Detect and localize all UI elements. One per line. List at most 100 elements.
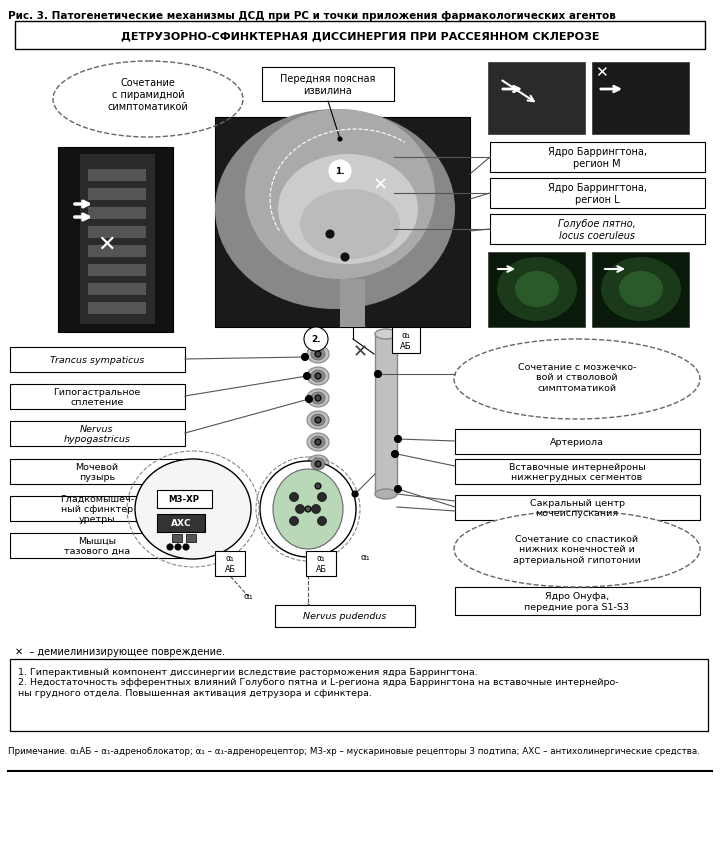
Text: АХС: АХС xyxy=(171,519,192,528)
Circle shape xyxy=(318,517,326,526)
Ellipse shape xyxy=(311,414,325,426)
Ellipse shape xyxy=(307,478,329,495)
Text: 1. Гиперактивный компонент диссинергии вследствие расторможения ядра Баррингтона: 1. Гиперактивный компонент диссинергии в… xyxy=(18,668,618,697)
FancyBboxPatch shape xyxy=(375,334,397,495)
Text: Ядро Баррингтона,
регион L: Ядро Баррингтона, регион L xyxy=(547,183,647,204)
Text: Сочетание с мозжечко-
вой и стволовой
симптоматикой: Сочетание с мозжечко- вой и стволовой си… xyxy=(518,363,636,392)
FancyBboxPatch shape xyxy=(488,63,585,135)
Ellipse shape xyxy=(307,412,329,430)
FancyBboxPatch shape xyxy=(592,63,689,135)
FancyBboxPatch shape xyxy=(88,303,146,315)
Ellipse shape xyxy=(307,368,329,386)
FancyBboxPatch shape xyxy=(58,148,173,333)
Text: Мышцы
тазового дна: Мышцы тазового дна xyxy=(64,536,130,555)
Text: ✕: ✕ xyxy=(352,343,368,360)
Ellipse shape xyxy=(311,480,325,492)
Text: ✕: ✕ xyxy=(595,66,608,80)
Ellipse shape xyxy=(515,272,559,307)
FancyBboxPatch shape xyxy=(455,459,700,484)
Text: Рис. 3. Патогенетические механизмы ДСД при РС и точки приложения фармакологическ: Рис. 3. Патогенетические механизмы ДСД п… xyxy=(8,11,616,21)
Circle shape xyxy=(318,493,326,502)
FancyBboxPatch shape xyxy=(157,514,205,533)
Circle shape xyxy=(392,451,398,458)
FancyBboxPatch shape xyxy=(186,534,196,543)
Circle shape xyxy=(341,254,349,262)
FancyBboxPatch shape xyxy=(490,214,705,245)
Circle shape xyxy=(315,396,321,402)
FancyBboxPatch shape xyxy=(157,490,212,508)
FancyBboxPatch shape xyxy=(88,170,146,181)
FancyBboxPatch shape xyxy=(88,227,146,239)
FancyBboxPatch shape xyxy=(592,252,689,327)
Text: Сочетание
с пирамидной
симптоматикой: Сочетание с пирамидной симптоматикой xyxy=(107,78,189,111)
Text: Trancus sympaticus: Trancus sympaticus xyxy=(50,355,144,365)
FancyBboxPatch shape xyxy=(306,551,336,576)
Text: 1.: 1. xyxy=(336,167,345,176)
FancyBboxPatch shape xyxy=(392,327,420,354)
Text: Nervus pudendus: Nervus pudendus xyxy=(303,612,387,621)
Text: Сакральный центр
мочеиспускания: Сакральный центр мочеиспускания xyxy=(529,498,624,517)
FancyBboxPatch shape xyxy=(88,284,146,295)
Circle shape xyxy=(374,371,382,378)
Text: α₁
АБ: α₁ АБ xyxy=(225,554,235,573)
Circle shape xyxy=(260,462,356,557)
Circle shape xyxy=(395,436,402,443)
Text: М3-ХР: М3-ХР xyxy=(168,495,199,504)
FancyBboxPatch shape xyxy=(215,118,470,327)
Circle shape xyxy=(167,544,173,550)
Circle shape xyxy=(175,544,181,550)
FancyBboxPatch shape xyxy=(88,208,146,219)
Ellipse shape xyxy=(619,272,663,307)
Circle shape xyxy=(315,418,321,424)
Ellipse shape xyxy=(311,371,325,382)
Circle shape xyxy=(395,486,402,493)
FancyBboxPatch shape xyxy=(15,22,705,50)
Circle shape xyxy=(326,230,334,239)
Ellipse shape xyxy=(307,390,329,408)
Circle shape xyxy=(302,354,308,361)
FancyBboxPatch shape xyxy=(10,659,708,731)
Ellipse shape xyxy=(454,511,700,587)
Circle shape xyxy=(305,396,312,403)
Circle shape xyxy=(304,373,310,380)
FancyBboxPatch shape xyxy=(262,68,394,102)
Text: Сочетание со спастикой
нижних конечностей и
артериальной гипотонии: Сочетание со спастикой нижних конечносте… xyxy=(513,534,641,565)
Ellipse shape xyxy=(307,434,329,452)
Text: α₁: α₁ xyxy=(243,592,253,601)
Text: Вставочные интернейроны
нижнегрудных сегментов: Вставочные интернейроны нижнегрудных сег… xyxy=(508,463,645,482)
Ellipse shape xyxy=(375,490,397,500)
Circle shape xyxy=(315,352,321,358)
Circle shape xyxy=(289,493,299,502)
FancyBboxPatch shape xyxy=(88,246,146,257)
Circle shape xyxy=(289,517,299,526)
FancyBboxPatch shape xyxy=(80,154,155,325)
Text: Голубое пятно,
locus coeruleus: Голубое пятно, locus coeruleus xyxy=(558,219,636,241)
Circle shape xyxy=(329,161,351,183)
Text: Ядро Онуфа,
передние рога S1-S3: Ядро Онуфа, передние рога S1-S3 xyxy=(524,592,629,611)
Circle shape xyxy=(338,138,342,142)
Ellipse shape xyxy=(601,257,681,322)
Circle shape xyxy=(352,491,358,497)
Ellipse shape xyxy=(307,345,329,364)
Circle shape xyxy=(295,505,305,514)
Text: Ядро Баррингтона,
регион М: Ядро Баррингтона, регион М xyxy=(547,147,647,169)
Ellipse shape xyxy=(497,257,577,322)
Circle shape xyxy=(315,374,321,380)
Text: ✕: ✕ xyxy=(98,235,117,255)
Circle shape xyxy=(183,544,189,550)
Ellipse shape xyxy=(278,154,418,265)
Ellipse shape xyxy=(307,456,329,473)
FancyBboxPatch shape xyxy=(10,421,185,446)
FancyBboxPatch shape xyxy=(10,496,185,522)
Text: α₁
АБ: α₁ АБ xyxy=(315,554,326,573)
Ellipse shape xyxy=(273,469,343,549)
Ellipse shape xyxy=(300,190,400,260)
Text: Гладкомышеч-
ный сфинктер
уретры: Гладкомышеч- ный сфинктер уретры xyxy=(60,494,134,524)
Text: ДЕТРУЗОРНО-СФИНКТЕРНАЯ ДИССИНЕРГИЯ ПРИ РАССЕЯННОМ СКЛЕРОЗЕ: ДЕТРУЗОРНО-СФИНКТЕРНАЯ ДИССИНЕРГИЯ ПРИ Р… xyxy=(121,31,599,41)
Ellipse shape xyxy=(311,458,325,470)
Text: ✕  – демиелинизирующее повреждение.: ✕ – демиелинизирующее повреждение. xyxy=(15,647,225,657)
Circle shape xyxy=(312,505,320,514)
FancyBboxPatch shape xyxy=(275,605,415,627)
FancyBboxPatch shape xyxy=(455,495,700,521)
FancyBboxPatch shape xyxy=(490,179,705,208)
